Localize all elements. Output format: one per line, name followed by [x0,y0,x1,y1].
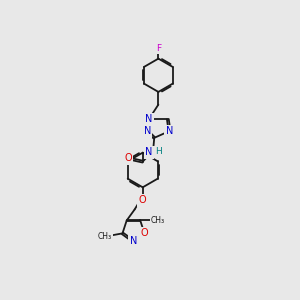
Text: H: H [155,147,162,156]
Text: F: F [156,44,161,53]
Text: O: O [124,153,132,163]
Text: O: O [141,228,148,239]
Text: CH₃: CH₃ [98,232,112,241]
Text: O: O [139,195,146,205]
Text: CH₃: CH₃ [151,216,165,225]
Text: N: N [143,126,151,136]
Text: N: N [145,147,153,158]
Text: N: N [130,236,137,246]
Text: N: N [166,126,173,136]
Text: N: N [145,114,153,124]
